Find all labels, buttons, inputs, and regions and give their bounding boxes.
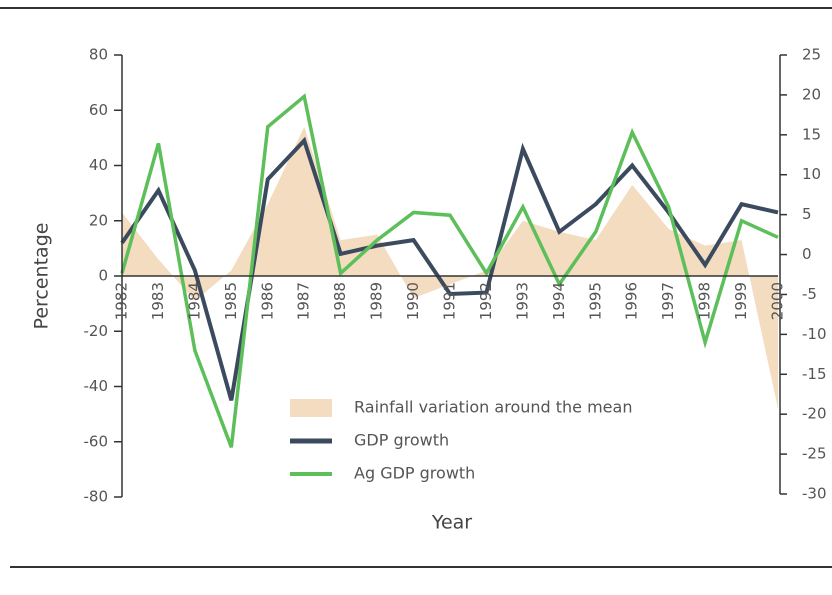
x-tick-label: 1989 — [368, 282, 386, 320]
y2-tick-label: -20 — [802, 405, 827, 423]
legend-label: GDP growth — [354, 431, 449, 450]
legend-label: Rainfall variation around the mean — [354, 398, 632, 417]
y-tick-label: -60 — [84, 432, 109, 450]
y2-tick-label: 5 — [802, 205, 812, 223]
x-tick-label: 1999 — [732, 282, 750, 320]
x-tick-label: 1984 — [185, 282, 203, 320]
x-tick-label: 1996 — [623, 282, 641, 320]
y2-tick-label: 25 — [802, 46, 821, 64]
y2-tick-label: 20 — [802, 85, 821, 103]
y2-tick-label: -25 — [802, 445, 827, 463]
y-tick-label: 20 — [89, 211, 108, 229]
y2-tick-label: 0 — [802, 245, 812, 263]
x-tick-label: 1991 — [441, 282, 459, 320]
y2-tick-label: -5 — [802, 285, 817, 303]
y2-tick-label: -15 — [802, 365, 827, 383]
x-tick-label: 1990 — [404, 282, 422, 320]
y2-tick-label: 10 — [802, 165, 821, 183]
y-tick-label: -20 — [84, 322, 109, 340]
legend-swatch — [290, 399, 332, 417]
y2-tick-label: -10 — [802, 325, 827, 343]
y-tick-label: 60 — [89, 101, 108, 119]
x-tick-label: 1992 — [477, 282, 495, 320]
x-tick-label: 1988 — [331, 282, 349, 320]
x-tick-label: 1995 — [586, 282, 604, 320]
x-tick-label: 1998 — [696, 282, 714, 320]
y-tick-label: -40 — [84, 377, 109, 395]
legend-label: Ag GDP growth — [354, 464, 475, 483]
x-tick-label: 1983 — [149, 282, 167, 320]
y2-tick-label: -30 — [802, 485, 827, 503]
x-tick-label: 1986 — [258, 282, 276, 320]
y-tick-label: 80 — [89, 46, 108, 64]
x-tick-label: 2000 — [769, 282, 787, 320]
y-tick-label: 40 — [89, 156, 108, 174]
y-tick-label: 0 — [98, 267, 108, 285]
y-axis-label: Percentage — [31, 223, 53, 330]
y2-tick-label: 15 — [802, 125, 821, 143]
x-tick-label: 1982 — [113, 282, 131, 320]
area — [122, 126, 778, 409]
x-tick-label: 1993 — [513, 282, 531, 320]
line — [120, 93, 779, 448]
x-tick-label: 1985 — [222, 282, 240, 320]
x-tick-label: 1994 — [550, 282, 568, 320]
y-tick-label: -80 — [84, 488, 109, 506]
x-tick-label: 1997 — [659, 282, 677, 320]
x-tick-label: 1987 — [295, 282, 313, 320]
x-axis-label: Year — [431, 512, 472, 534]
plot-area — [120, 93, 779, 448]
